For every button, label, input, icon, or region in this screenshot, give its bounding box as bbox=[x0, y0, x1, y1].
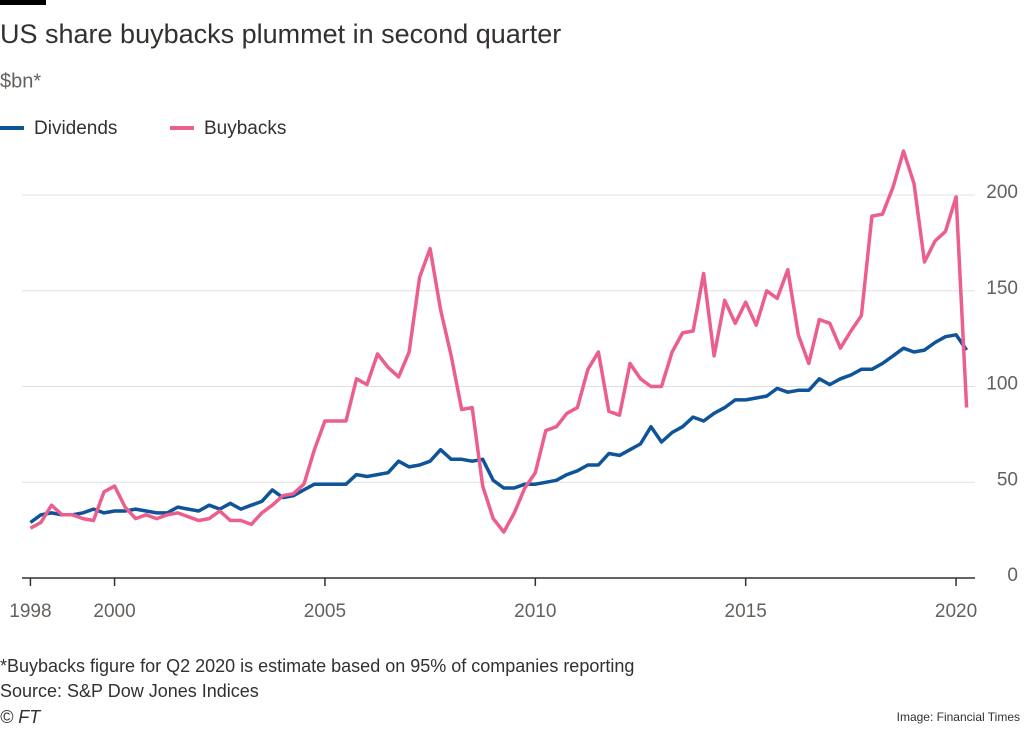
y-tick-label: 200 bbox=[986, 182, 1018, 203]
x-tick-label: 2020 bbox=[935, 601, 977, 622]
y-tick-label: 100 bbox=[986, 374, 1018, 395]
chart-title: US share buybacks plummet in second quar… bbox=[0, 19, 561, 49]
y-tick-label: 150 bbox=[986, 278, 1018, 299]
brand-bar bbox=[0, 0, 46, 5]
line-series bbox=[29, 333, 969, 524]
x-tick-label: 1998 bbox=[9, 601, 51, 622]
y-tick-label: 50 bbox=[997, 469, 1018, 490]
chart-subtitle: $bn* bbox=[0, 70, 41, 92]
legend-label: Buybacks bbox=[204, 118, 286, 139]
x-tick-label: 2000 bbox=[93, 601, 135, 622]
source: Source: S&P Dow Jones Indices bbox=[0, 681, 259, 701]
legend-label: Dividends bbox=[34, 118, 117, 139]
x-tick-label: 2015 bbox=[725, 601, 767, 622]
footnote: *Buybacks figure for Q2 2020 is estimate… bbox=[0, 656, 634, 676]
copyright: © FT bbox=[0, 707, 42, 727]
image-credit: Image: Financial Times bbox=[897, 710, 1020, 724]
y-tick-label: 0 bbox=[1007, 565, 1018, 586]
line-series bbox=[29, 149, 969, 534]
x-tick-label: 2010 bbox=[514, 601, 556, 622]
x-tick-label: 2005 bbox=[304, 601, 346, 622]
